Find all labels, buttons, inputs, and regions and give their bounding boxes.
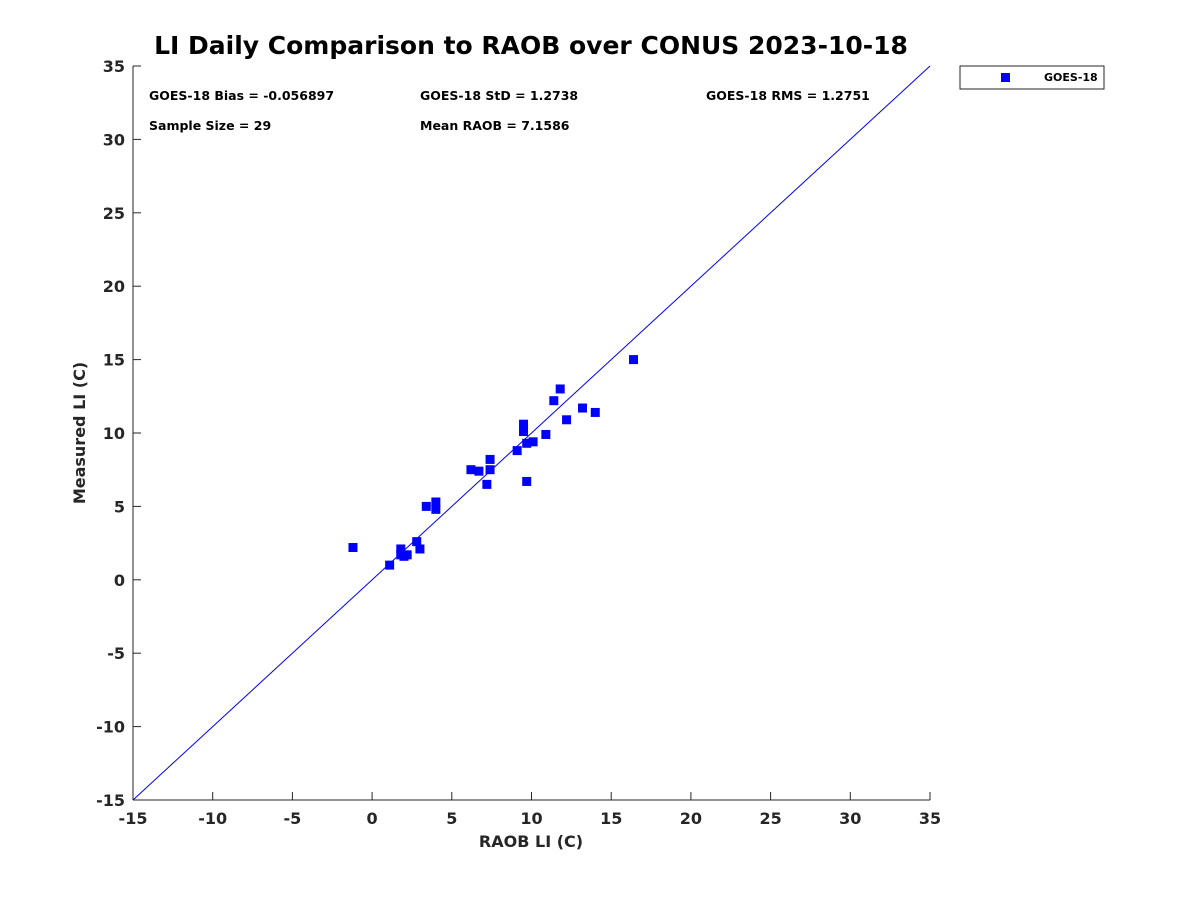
data-point — [415, 544, 425, 554]
y-tick-label: -5 — [107, 644, 125, 663]
legend-box — [959, 65, 1105, 90]
data-point — [555, 384, 565, 394]
x-axis-label: RAOB LI (C) — [479, 832, 583, 851]
data-point — [396, 544, 406, 554]
y-tick-label: 20 — [103, 277, 125, 296]
data-point — [431, 497, 441, 507]
data-point — [512, 446, 522, 456]
data-point — [519, 419, 529, 429]
y-tick-label: 30 — [103, 130, 125, 149]
data-point — [578, 403, 588, 413]
data-point — [466, 465, 476, 475]
y-tick-label: 5 — [114, 497, 125, 516]
mean-raob-annotation: Mean RAOB = 7.1586 — [420, 118, 570, 133]
x-tick-label: 30 — [839, 809, 861, 828]
data-points-goes-18 — [348, 355, 639, 570]
data-point — [431, 504, 441, 514]
x-axis-ticks: -15 -10 -5 0 5 10 15 20 25 30 35 — [119, 792, 941, 828]
one-to-one-reference-line — [132, 65, 931, 801]
x-tick-label: 25 — [759, 809, 781, 828]
x-tick-label: 20 — [680, 809, 702, 828]
x-tick-label: 10 — [520, 809, 542, 828]
x-tick-label: -5 — [284, 809, 302, 828]
data-point — [541, 429, 551, 439]
data-point — [412, 537, 422, 547]
data-point — [421, 501, 431, 511]
y-tick-label: 35 — [103, 57, 125, 76]
data-point — [474, 466, 484, 476]
sample-size-annotation: Sample Size = 29 — [149, 118, 271, 133]
y-tick-label: -10 — [96, 718, 125, 737]
data-point — [402, 550, 412, 560]
data-point — [590, 407, 600, 417]
data-point — [549, 396, 559, 406]
y-tick-label: 0 — [114, 571, 125, 590]
data-point — [348, 543, 358, 553]
data-point — [522, 438, 532, 448]
x-tick-label: 5 — [446, 809, 457, 828]
y-tick-label: -15 — [96, 791, 125, 810]
data-point — [528, 437, 538, 447]
std-annotation: GOES-18 StD = 1.2738 — [420, 88, 578, 103]
bias-annotation: GOES-18 Bias = -0.056897 — [149, 88, 334, 103]
rms-annotation: GOES-18 RMS = 1.2751 — [706, 88, 870, 103]
data-point — [482, 479, 492, 489]
data-point — [485, 465, 495, 475]
legend-entry-label: GOES-18 — [1044, 71, 1098, 84]
legend-marker-square-icon — [1001, 73, 1010, 82]
y-axis-ticks: -15 -10 -5 0 5 10 15 20 25 30 35 — [96, 57, 141, 810]
x-tick-label: 15 — [600, 809, 622, 828]
data-point — [562, 415, 572, 425]
x-tick-label: -10 — [198, 809, 227, 828]
data-point — [485, 454, 495, 464]
statistics-annotations: GOES-18 Bias = -0.056897 GOES-18 StD = 1… — [149, 88, 870, 133]
chart-title: LI Daily Comparison to RAOB over CONUS 2… — [154, 31, 908, 60]
x-tick-label: -15 — [119, 809, 148, 828]
data-point — [385, 560, 395, 570]
data-point — [519, 427, 529, 437]
x-tick-label: 0 — [367, 809, 378, 828]
legend: GOES-18 — [959, 65, 1105, 90]
data-point — [522, 476, 532, 486]
y-axis-label: Measured LI (C) — [70, 362, 89, 504]
y-tick-label: 25 — [103, 204, 125, 223]
x-tick-label: 35 — [919, 809, 941, 828]
y-tick-label: 15 — [103, 351, 125, 370]
y-tick-label: 10 — [103, 424, 125, 443]
data-point — [629, 355, 639, 365]
